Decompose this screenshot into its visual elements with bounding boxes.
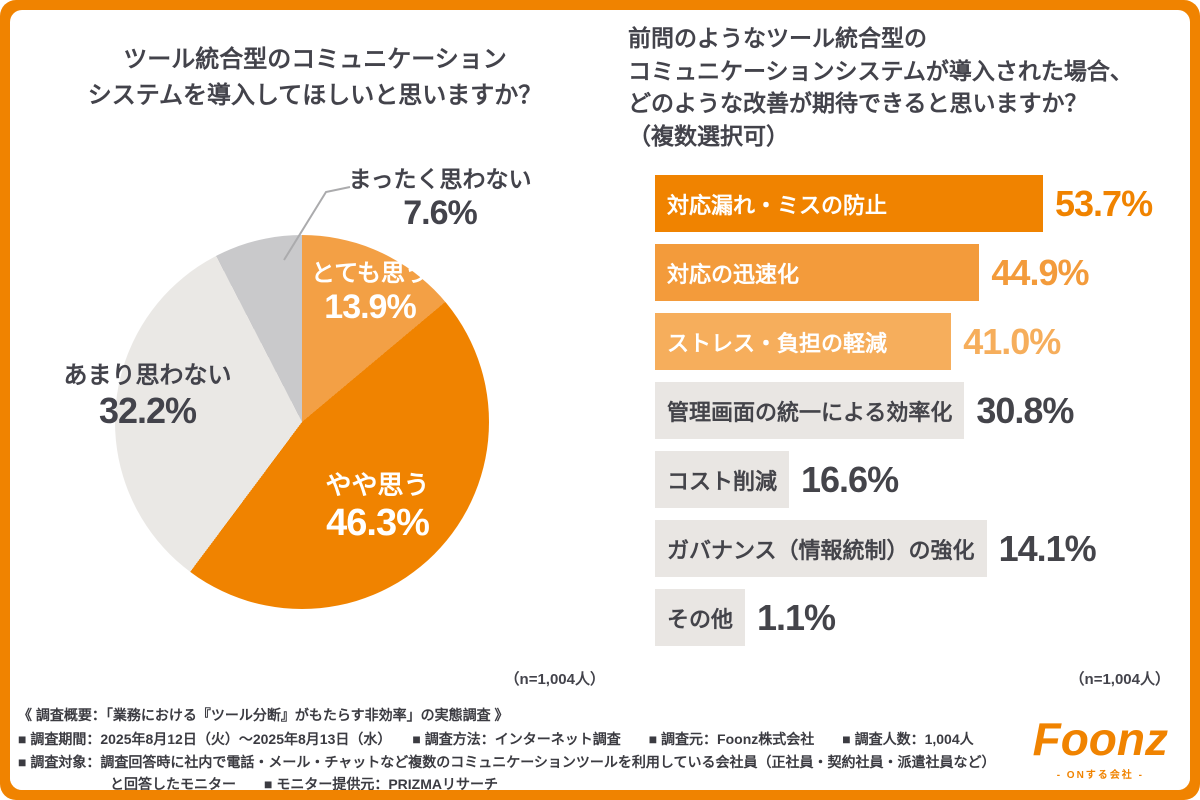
foonz-logo: Foonz - ONする会社 - [1033,716,1168,781]
bar-title-line1: 前問のようなツール統合型の [628,25,927,51]
pie-label-not-at-all: まったく思わない 7.6% [330,160,550,233]
pie-sample-size: （n=1,004人） [504,671,605,688]
bar-sample-size: （n=1,004人） [1069,671,1170,688]
bar-label: ストレス・負担の軽減 [667,330,888,356]
bar-chart-panel: 前問のようなツール統合型の コミュニケーションシステムが導入された場合、 どのよ… [620,10,1190,700]
bar-row: 管理画面の統一による効率化 30.8% [655,382,1185,439]
infographic-card: ツール統合型のコミュニケーション システムを導入してほしいと思いますか？ まった… [10,10,1190,790]
bar-label: ガバナンス（情報統制）の強化 [667,537,975,563]
survey-target-line1: ■ 調査対象：調査回答時に社内で電話・メール・チャットなど複数のコミュニケーショ… [18,754,996,770]
bar-value: 1.1% [757,596,836,638]
pie-chart-panel: ツール統合型のコミュニケーション システムを導入してほしいと思いますか？ まった… [10,10,620,700]
bar: ストレス・負担の軽減 [655,313,952,370]
pie-label-strongly-agree: とても思う 13.9% [275,253,465,327]
survey-overview-title: 《 調査概要：「業務における『ツール分断』がもたらす非効率」の実態調査 》 [18,707,509,723]
pie-label-percent: 46.3% [326,502,430,544]
foonz-logo-text: Foonz [1032,713,1168,765]
bar: 対応の迅速化 [655,244,980,301]
bar-row: コスト削減 16.6% [655,451,1185,508]
survey-overview-footer: 《 調査概要：「業務における『ツール分断』がもたらす非効率」の実態調査 》 ■ … [10,700,1190,790]
bar-label: 対応漏れ・ミスの防止 [667,192,888,218]
pie-label-text: やや思う [325,470,430,500]
pie-label-percent: 32.2% [98,390,197,431]
bar-value: 41.0% [963,320,1061,362]
bar-value: 53.7% [1055,182,1153,224]
bar-row: ガバナンス（情報統制）の強化 14.1% [655,520,1185,577]
bar-chart: 対応漏れ・ミスの防止 53.7% 対応の迅速化 44.9% ストレス・負担の軽減 41.0… [655,175,1185,658]
pie-label-text: あまり思わない [63,362,232,389]
bar-value: 16.6% [801,458,899,500]
bar-value: 44.9% [991,251,1089,293]
survey-period-method: ■ 調査期間：2025年8月12日（火）〜2025年8月13日（水） ■ 調査方… [18,731,974,747]
pie-graphic [115,235,489,609]
pie-label-percent: 7.6% [403,194,478,232]
bar-row: ストレス・負担の軽減 41.0% [655,313,1185,370]
bar-value: 14.1% [998,527,1097,569]
bar: 管理画面の統一による効率化 [655,382,965,439]
bar-label: 管理画面の統一による効率化 [667,399,953,425]
pie-chart-title: ツール統合型のコミュニケーション システムを導入してほしいと思いますか？ [10,10,620,114]
survey-target-line2: と回答したモニター ■ モニター提供元：PRIZMAリサーチ [110,776,499,790]
bar-title-line4: （複数選択可） [628,122,789,149]
pie-label-somewhat-agree: やや思う 46.3% [275,465,480,545]
pie-title-line2: システムを導入してほしいと思いますか？ [87,82,543,109]
bar-label: その他 [667,606,734,632]
bar-title-line2: コミュニケーションシステムが導入された場合、 [628,57,1133,84]
foonz-logo-tagline: - ONする会社 - [1056,770,1144,781]
bar-row: 対応漏れ・ミスの防止 53.7% [655,175,1185,232]
bar: 対応漏れ・ミスの防止 [655,175,1043,232]
pie-title-line1: ツール統合型のコミュニケーション [123,46,507,73]
pie-label-text: まったく思わない [348,166,532,192]
bar-value: 30.8% [976,389,1074,431]
bar-chart-title: 前問のようなツール統合型の コミュニケーションシステムが導入された場合、 どのよ… [620,10,1190,153]
bar: その他 [655,589,746,646]
pie-label-text: とても思う [310,260,430,287]
bar: ガバナンス（情報統制）の強化 [655,520,987,577]
bar-label: 対応の迅速化 [667,261,800,287]
bar-title-line3: どのような改善が期待できると思いますか？ [628,90,1088,117]
pie-label-percent: 13.9% [324,288,416,326]
bar: コスト削減 [655,451,790,508]
bar-row: 対応の迅速化 44.9% [655,244,1185,301]
pie-label-not-much: あまり思わない 32.2% [35,355,260,432]
bar-row: その他 1.1% [655,589,1185,646]
bar-label: コスト削減 [667,468,778,494]
